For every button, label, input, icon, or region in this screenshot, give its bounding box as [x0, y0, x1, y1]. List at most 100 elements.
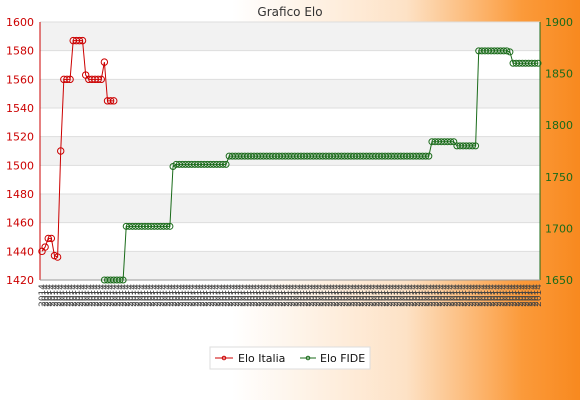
x-tick-label: 2014 — [512, 284, 522, 307]
x-tick-label: 2014 — [437, 284, 447, 307]
x-tick-label: 2014 — [487, 284, 497, 307]
plot-background — [40, 22, 540, 280]
x-tick-label: 2014 — [85, 284, 95, 307]
x-tick-label: 2014 — [484, 284, 494, 307]
x-tick-label: 2014 — [300, 284, 310, 307]
x-tick-label: 2014 — [350, 284, 360, 307]
x-tick-label: 2014 — [422, 284, 432, 307]
right-tick-label: 1850 — [545, 68, 573, 81]
x-tick-label: 2014 — [166, 284, 176, 307]
x-tick-label: 2014 — [38, 284, 48, 307]
x-tick-label: 2014 — [47, 284, 57, 307]
x-tick-label: 2014 — [347, 284, 357, 307]
series-layer — [38, 36, 542, 284]
legend-marker-elo-italia — [221, 355, 227, 361]
x-tick-label: 2014 — [306, 284, 316, 307]
legend-marker-elo-fide — [305, 355, 311, 361]
point-elo-fide — [425, 152, 433, 160]
x-tick-label: 2014 — [381, 284, 391, 307]
x-tick-label: 2014 — [54, 284, 64, 307]
x-tick-label: 2014 — [409, 284, 419, 307]
x-tick-label: 2014 — [294, 284, 304, 307]
x-tick-label: 2014 — [472, 284, 482, 307]
x-tick-label: 2014 — [138, 284, 148, 307]
x-tick-label: 2014 — [534, 284, 544, 307]
x-tick-label: 2014 — [465, 284, 475, 307]
x-tick-label: 2014 — [462, 284, 472, 307]
x-tick-label: 2014 — [122, 284, 132, 307]
x-tick-label: 2014 — [334, 284, 344, 307]
x-tick-label: 2014 — [387, 284, 397, 307]
x-tick-label: 2014 — [384, 284, 394, 307]
point-elo-fide — [222, 160, 230, 168]
x-tick-label: 2014 — [163, 284, 173, 307]
x-tick-label: 2014 — [197, 284, 207, 307]
x-tick-label: 2014 — [188, 284, 198, 307]
x-tick-label: 2014 — [157, 284, 167, 307]
x-tick-label: 2014 — [266, 284, 276, 307]
point-elo-italia — [75, 36, 84, 45]
x-tick-label: 2014 — [509, 284, 519, 307]
x-tick-label: 2014 — [210, 284, 220, 307]
x-tick-label: 2014 — [238, 284, 248, 307]
point-elo-fide — [534, 59, 542, 67]
x-tick-label: 2014 — [110, 284, 120, 307]
x-tick-label: 2014 — [378, 284, 388, 307]
legend-label-elo-italia: Elo Italia — [238, 352, 285, 365]
x-tick-label: 2014 — [303, 284, 313, 307]
x-tick-label: 2014 — [531, 284, 541, 307]
x-tick-label: 2014 — [518, 284, 528, 307]
x-tick-label: 2014 — [344, 284, 354, 307]
x-tick-label: 2014 — [185, 284, 195, 307]
left-tick-label: 1600 — [6, 16, 34, 29]
point-elo-italia — [97, 75, 105, 84]
x-tick-label: 2014 — [41, 284, 51, 307]
x-tick-label: 2014 — [362, 284, 372, 307]
x-tick-label: 2014 — [225, 284, 235, 307]
right-tick-label: 1900 — [545, 16, 573, 29]
x-tick-label: 2014 — [503, 284, 513, 307]
plot-band — [40, 79, 540, 108]
x-tick-label: 2014 — [284, 284, 294, 307]
x-tick-label: 2014 — [447, 284, 457, 307]
x-tick-label: 2014 — [322, 284, 332, 307]
x-tick-label: 2014 — [141, 284, 151, 307]
x-tick-label: 2014 — [150, 284, 160, 307]
left-tick-label: 1580 — [6, 45, 34, 58]
point-elo-fide — [503, 47, 511, 55]
x-tick-label: 2014 — [206, 284, 216, 307]
x-tick-label: 2014 — [506, 284, 516, 307]
x-tick-label: 2014 — [493, 284, 503, 307]
point-elo-italia — [53, 253, 62, 261]
x-tick-label: 2014 — [275, 284, 285, 307]
point-elo-fide — [447, 138, 455, 146]
x-tick-label: 2014 — [481, 284, 491, 307]
point-elo-fide — [422, 152, 430, 160]
point-elo-fide — [166, 222, 174, 230]
x-tick-label: 2014 — [453, 284, 463, 307]
x-tick-label: 2014 — [66, 284, 76, 307]
x-tick-label: 2014 — [194, 284, 204, 307]
x-tick-label: 2014 — [397, 284, 407, 307]
x-tick-label: 2014 — [79, 284, 89, 307]
x-tick-label: 2014 — [259, 284, 269, 307]
x-tick-label: 2014 — [147, 284, 157, 307]
x-tick-label: 2014 — [97, 284, 107, 307]
x-tick-label: 2014 — [428, 284, 438, 307]
point-elo-fide — [119, 276, 127, 284]
plot-band — [40, 194, 540, 223]
x-tick-label: 2014 — [369, 284, 379, 307]
left-tick-label: 1560 — [6, 73, 34, 86]
x-tick-label: 2014 — [191, 284, 201, 307]
x-tick-label: 2014 — [316, 284, 326, 307]
left-tick-label: 1460 — [6, 217, 34, 230]
point-elo-italia — [63, 75, 71, 84]
x-tick-label: 2014 — [244, 284, 254, 307]
plot-band — [40, 251, 540, 280]
x-tick-label: 2014 — [178, 284, 188, 307]
x-tick-label: 2014 — [415, 284, 425, 307]
point-elo-italia — [78, 36, 87, 45]
x-tick-label: 2014 — [450, 284, 460, 307]
x-tick-label: 2014 — [253, 284, 263, 307]
